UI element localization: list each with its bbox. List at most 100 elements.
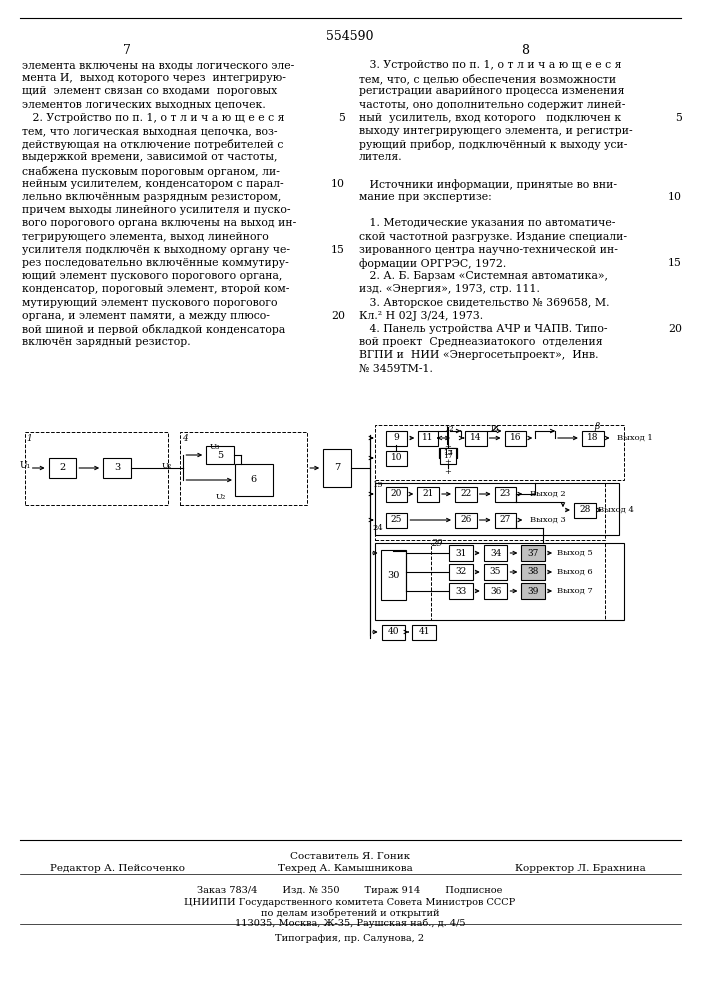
Text: нейным усилителем, конденсатором с парал-: нейным усилителем, конденсатором с парал… xyxy=(22,179,284,189)
Text: 4. Панель устройства АЧР и ЧАПВ. Типо-: 4. Панель устройства АЧР и ЧАПВ. Типо- xyxy=(358,324,607,334)
Text: тем, что логическая выходная цепочка, воз-: тем, что логическая выходная цепочка, во… xyxy=(22,126,277,136)
Text: частоты, оно дополнительно содержит линей-: частоты, оно дополнительно содержит лине… xyxy=(358,100,625,110)
Bar xyxy=(521,564,545,580)
Text: 31: 31 xyxy=(455,548,467,558)
Bar xyxy=(385,450,407,466)
Text: тегрирующего элемента, выход линейного: тегрирующего элемента, выход линейного xyxy=(22,232,269,242)
Text: формации ОРГРЭС, 1972.: формации ОРГРЭС, 1972. xyxy=(358,258,506,269)
Bar xyxy=(484,564,508,580)
Text: ЦНИИПИ Государственного комитета Совета Министров СССР: ЦНИИПИ Государственного комитета Совета … xyxy=(185,898,515,907)
Text: мание при экспертизе:: мание при экспертизе: xyxy=(358,192,491,202)
Bar xyxy=(375,483,604,540)
Bar xyxy=(235,464,273,496)
Text: +: + xyxy=(444,468,451,476)
Text: регистрации аварийного процесса изменения: регистрации аварийного процесса изменени… xyxy=(358,86,624,96)
Text: Выход 2: Выход 2 xyxy=(530,490,566,498)
Text: 5: 5 xyxy=(675,113,682,123)
Bar xyxy=(103,458,131,478)
Text: 32: 32 xyxy=(455,568,467,576)
Bar xyxy=(25,432,168,505)
Bar xyxy=(521,545,545,561)
Text: вого порогового органа включены на выход ин-: вого порогового органа включены на выход… xyxy=(22,218,296,228)
Text: 25: 25 xyxy=(391,516,402,524)
Bar xyxy=(419,430,438,446)
Text: U₂: U₂ xyxy=(161,462,172,470)
Text: Типография, пр. Салунова, 2: Типография, пр. Салунова, 2 xyxy=(275,934,424,943)
Text: 2. А. Б. Барзам «Системная автоматика»,: 2. А. Б. Барзам «Системная автоматика», xyxy=(358,271,608,281)
Text: по делам изобретений и открытий: по делам изобретений и открытий xyxy=(261,908,439,918)
Text: Выход 1: Выход 1 xyxy=(617,434,653,442)
Text: 13: 13 xyxy=(443,449,453,457)
Text: 4: 4 xyxy=(182,434,188,443)
Text: 7: 7 xyxy=(123,44,131,57)
Text: 9: 9 xyxy=(394,434,399,442)
Text: 10: 10 xyxy=(331,179,345,189)
Bar xyxy=(385,512,407,528)
Bar xyxy=(385,487,407,502)
Text: 19: 19 xyxy=(373,481,383,489)
Text: Источники информации, принятые во вни-: Источники информации, принятые во вни- xyxy=(358,179,617,190)
Text: мента И,  выход которого через  интегрирую-: мента И, выход которого через интегрирую… xyxy=(22,73,286,83)
Bar xyxy=(49,458,76,478)
Text: 37: 37 xyxy=(527,548,539,558)
Text: зированного центра научно-технической ин-: зированного центра научно-технической ин… xyxy=(358,245,618,255)
Bar xyxy=(484,545,508,561)
Bar xyxy=(375,543,624,620)
Text: +: + xyxy=(444,458,451,466)
Text: 15: 15 xyxy=(489,425,498,433)
Text: действующая на отключение потребителей с: действующая на отключение потребителей с xyxy=(22,139,284,150)
Text: тем, что, с целью обеспечения возможности: тем, что, с целью обеспечения возможност… xyxy=(358,73,616,84)
Bar xyxy=(180,432,308,505)
Bar xyxy=(431,543,604,620)
Bar xyxy=(412,624,436,640)
Text: 30: 30 xyxy=(387,570,399,580)
Text: 554590: 554590 xyxy=(326,30,373,43)
Text: ской частотной разгрузке. Издание специали-: ской частотной разгрузке. Издание специа… xyxy=(358,232,627,242)
Text: 16: 16 xyxy=(510,434,521,442)
Text: U₃: U₃ xyxy=(210,443,221,451)
Text: вой шиной и первой обкладкой конденсатора: вой шиной и первой обкладкой конденсатор… xyxy=(22,324,285,335)
Text: 5: 5 xyxy=(338,113,345,123)
Bar xyxy=(440,448,456,464)
Text: ВГПИ и  НИИ «Энергосетьпроект»,  Инв.: ВГПИ и НИИ «Энергосетьпроект», Инв. xyxy=(358,350,598,360)
Text: 20: 20 xyxy=(391,489,402,498)
Text: 39: 39 xyxy=(527,586,539,595)
Text: 8: 8 xyxy=(521,44,530,57)
Text: Заказ 783/4        Изд. № 350        Тираж 914        Подписное: Заказ 783/4 Изд. № 350 Тираж 914 Подписн… xyxy=(197,886,503,895)
Text: 41: 41 xyxy=(419,628,430,637)
Text: 18: 18 xyxy=(587,434,598,442)
Text: органа, и элемент памяти, а между плюсо-: органа, и элемент памяти, а между плюсо- xyxy=(22,311,269,321)
Text: щий  элемент связан со входами  пороговых: щий элемент связан со входами пороговых xyxy=(22,86,277,96)
Text: 33: 33 xyxy=(455,586,467,595)
Text: усилителя подключён к выходному органу че-: усилителя подключён к выходному органу ч… xyxy=(22,245,290,255)
Bar xyxy=(375,425,624,480)
Text: причем выходы линейного усилителя и пуско-: причем выходы линейного усилителя и пуск… xyxy=(22,205,291,215)
Bar xyxy=(323,449,351,487)
Text: вой проект  Среднеазиатокого  отделения: вой проект Среднеазиатокого отделения xyxy=(358,337,602,347)
Text: рующий прибор, подключённый к выходу уси-: рующий прибор, подключённый к выходу уси… xyxy=(358,139,627,150)
Bar xyxy=(206,446,234,464)
Text: выходу интегрирующего элемента, и регистри-: выходу интегрирующего элемента, и регист… xyxy=(358,126,633,136)
Text: 3. Авторское свидетельство № 369658, М.: 3. Авторское свидетельство № 369658, М. xyxy=(358,298,609,308)
Bar xyxy=(439,448,457,458)
Bar xyxy=(495,512,516,528)
Text: Техред А. Камышникова: Техред А. Камышникова xyxy=(278,864,412,873)
Bar xyxy=(505,430,526,446)
Text: 2: 2 xyxy=(59,464,66,473)
Text: лителя.: лителя. xyxy=(358,152,402,162)
Text: 20: 20 xyxy=(331,311,345,321)
Bar xyxy=(375,483,619,535)
Text: 27: 27 xyxy=(500,516,511,524)
Bar xyxy=(385,430,407,446)
Text: U₂: U₂ xyxy=(216,493,226,501)
Text: элементов логических выходных цепочек.: элементов логических выходных цепочек. xyxy=(22,100,266,110)
Text: 113035, Москва, Ж-35, Раушская наб., д. 4/5: 113035, Москва, Ж-35, Раушская наб., д. … xyxy=(235,918,465,928)
Text: 34: 34 xyxy=(490,548,501,558)
Text: Составитель Я. Гоник: Составитель Я. Гоник xyxy=(290,852,410,861)
Text: 7: 7 xyxy=(334,464,340,473)
Text: 17: 17 xyxy=(443,449,453,457)
Text: включён зарядный резистор.: включён зарядный резистор. xyxy=(22,337,190,347)
Text: Выход 3: Выход 3 xyxy=(530,516,566,524)
Text: № 3459ТМ-1.: № 3459ТМ-1. xyxy=(358,364,433,374)
Text: 15: 15 xyxy=(668,258,682,268)
